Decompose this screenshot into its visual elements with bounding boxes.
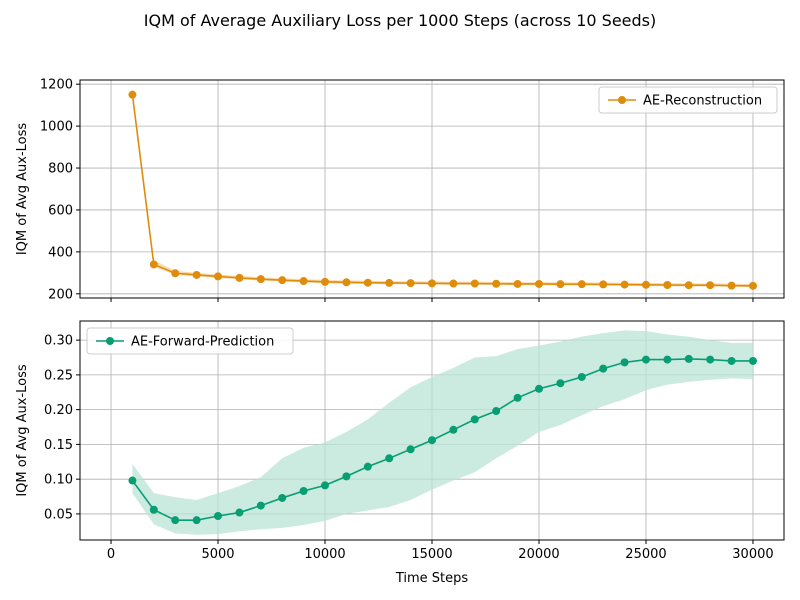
data-point <box>128 476 137 485</box>
data-point <box>406 445 415 454</box>
data-point <box>171 269 180 278</box>
data-point <box>363 278 372 287</box>
data-point <box>492 407 501 416</box>
x-tick-label: 0 <box>107 547 115 562</box>
data-point <box>470 415 479 424</box>
data-point <box>748 356 757 365</box>
data-point <box>620 358 629 367</box>
y-tick-label: 0.15 <box>44 438 73 453</box>
data-point <box>342 278 351 287</box>
x-axis-label: Time Steps <box>395 571 469 586</box>
legend-label: AE-Forward-Prediction <box>131 335 274 350</box>
data-point <box>235 508 244 517</box>
data-point <box>663 281 672 290</box>
data-point <box>534 279 543 288</box>
x-tick-label: 30000 <box>732 547 773 562</box>
legend: AE-Forward-Prediction <box>86 327 294 355</box>
y-tick-label: 0.10 <box>44 473 73 488</box>
data-point <box>214 512 223 521</box>
y-tick-label: 1200 <box>40 78 73 93</box>
x-tick-label: 5000 <box>201 547 234 562</box>
data-point <box>706 281 715 290</box>
y-tick-label: 0.05 <box>44 507 73 522</box>
y-tick-label: 200 <box>48 287 73 302</box>
x-tick-label: 15000 <box>411 547 452 562</box>
legend-label: AE-Reconstruction <box>643 94 762 109</box>
legend: AE-Reconstruction <box>598 86 778 114</box>
y-tick-label: 0.30 <box>44 334 73 349</box>
data-point <box>406 279 415 288</box>
data-point <box>149 505 158 514</box>
x-tick-label: 25000 <box>625 547 666 562</box>
data-point <box>556 379 565 388</box>
confidence-band <box>132 94 753 288</box>
data-point <box>385 454 394 463</box>
x-tick-label: 10000 <box>304 547 345 562</box>
data-point <box>278 276 287 285</box>
data-point <box>449 279 458 288</box>
data-point <box>256 501 265 510</box>
data-point <box>235 273 244 282</box>
data-point <box>149 260 158 269</box>
data-point <box>641 355 650 364</box>
y-tick-label: 0.20 <box>44 403 73 418</box>
data-point <box>513 393 522 402</box>
data-point <box>706 355 715 364</box>
data-point <box>214 272 223 281</box>
y-tick-label: 800 <box>48 162 73 177</box>
legend-marker <box>618 96 626 104</box>
y-axis-label: IQM of Avg Aux-Loss <box>15 123 30 256</box>
y-tick-label: 1000 <box>40 120 73 135</box>
data-point <box>492 279 501 288</box>
data-point <box>192 516 201 525</box>
data-point <box>556 280 565 289</box>
legend-marker <box>106 337 114 345</box>
legend-box <box>598 86 778 114</box>
data-point <box>428 279 436 288</box>
data-point <box>599 364 608 373</box>
x-tick-label: 20000 <box>518 547 559 562</box>
data-point <box>620 280 629 289</box>
data-point <box>299 277 308 286</box>
data-point <box>171 516 180 525</box>
data-point <box>513 279 522 288</box>
data-point <box>385 278 394 287</box>
data-point <box>192 270 201 279</box>
data-point <box>256 275 265 284</box>
data-point <box>342 472 351 481</box>
data-point <box>363 462 372 471</box>
data-point <box>577 280 586 289</box>
legend-box <box>86 327 294 355</box>
data-point <box>599 280 608 289</box>
data-point <box>727 356 736 365</box>
data-point <box>299 486 308 495</box>
data-point <box>321 481 330 490</box>
data-point <box>684 281 693 290</box>
data-point <box>278 493 287 502</box>
y-tick-label: 600 <box>48 203 73 218</box>
y-tick-label: 0.25 <box>44 368 73 383</box>
data-point <box>470 279 479 288</box>
data-point <box>748 281 757 290</box>
confidence-band <box>132 330 753 535</box>
data-point <box>428 436 436 445</box>
top-panel: 200 400 600 800 1000 1200 IQM of Avg Aux-Loss A… <box>15 78 785 302</box>
y-tick-label: 400 <box>48 245 73 260</box>
figure-title: IQM of Average Auxiliary Loss per 1000 S… <box>144 11 656 30</box>
data-point <box>321 277 330 286</box>
data-point <box>663 355 672 364</box>
series-line <box>131 94 753 287</box>
data-point <box>577 372 586 381</box>
data-point <box>684 354 693 363</box>
y-axis-label: IQM of Avg Aux-Loss <box>15 364 30 497</box>
data-point <box>727 281 736 290</box>
data-point <box>534 384 543 393</box>
data-point <box>128 90 137 99</box>
bottom-panel: 0 5000 10000 15000 20000 25000 30000 0.05 0.10 0.… <box>15 320 785 586</box>
data-point <box>641 280 650 289</box>
data-point <box>449 425 458 434</box>
